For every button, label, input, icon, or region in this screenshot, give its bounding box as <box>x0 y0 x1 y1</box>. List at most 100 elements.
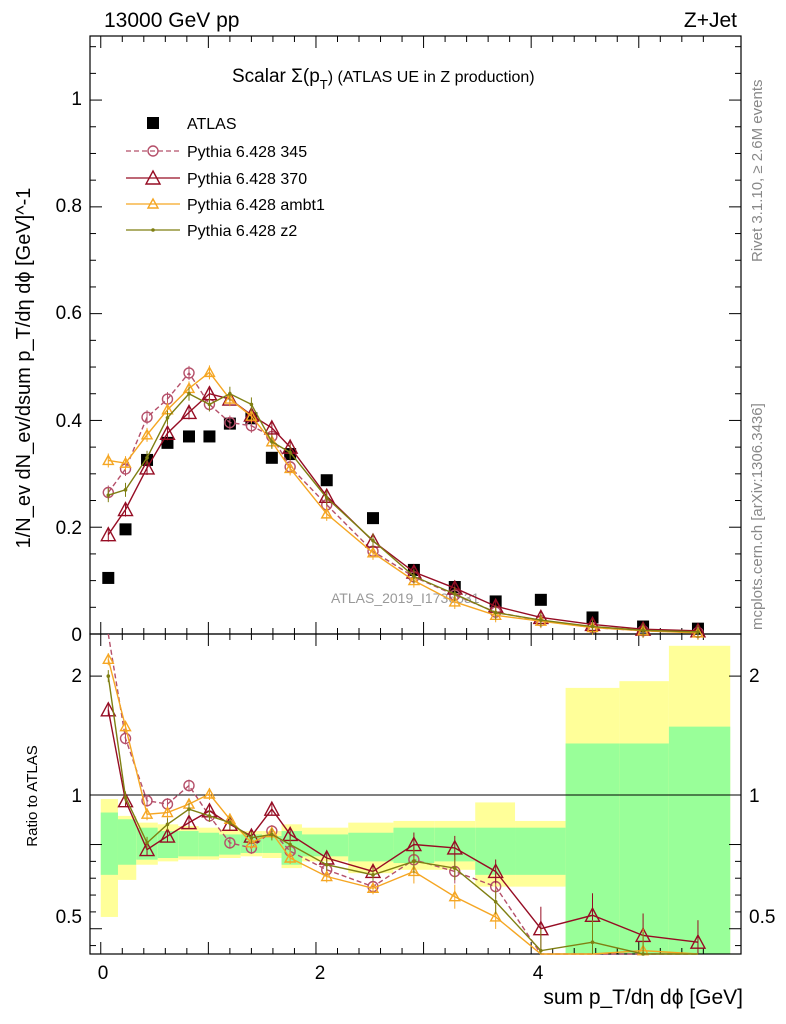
ratio-point-4-15 <box>539 948 543 953</box>
ratio-point-3-9 <box>283 851 297 863</box>
legend-label-370: Pythia 6.428 370 <box>187 171 307 188</box>
stat-band-4 <box>178 831 199 857</box>
main-point-4-6 <box>228 391 232 396</box>
main-point-4-4 <box>187 391 191 396</box>
ratio-ytick-left-2: 2 <box>71 666 82 687</box>
ratio-point-1-6 <box>224 837 236 849</box>
main-point-3-9 <box>283 462 297 474</box>
main-series <box>100 365 707 640</box>
main-point-1-4 <box>183 367 195 379</box>
stat-band-0 <box>100 812 118 875</box>
main-point-4-17 <box>641 628 645 633</box>
atlas-point-15 <box>534 593 547 606</box>
ratio-point-4-3 <box>165 822 170 827</box>
ratio-point-2-14 <box>487 862 504 879</box>
ratio-point-3-13 <box>448 890 461 902</box>
xtick-2: 4 <box>533 963 544 984</box>
legend-marker-370 <box>144 169 162 185</box>
legend-label-atlas: ATLAS <box>187 116 237 133</box>
legend-marker-345 <box>147 145 159 157</box>
ratio-point-2-13 <box>446 839 463 855</box>
stat-band-1 <box>117 819 137 865</box>
ratio-point-1-4 <box>183 779 195 792</box>
ratio-point-1-2 <box>141 795 153 807</box>
chart-title-rest: ) (ATLAS UE in Z production) <box>328 69 535 86</box>
ratio-point-4-13 <box>452 866 457 870</box>
rivet-label: Rivet 3.1.10, ≥ 2.6M events <box>749 80 766 263</box>
main-point-4-9 <box>288 450 292 455</box>
ratio-ytick-right-0: 0.5 <box>749 907 775 928</box>
header-right: Z+Jet <box>684 9 737 32</box>
stat-band-15 <box>515 827 566 875</box>
ratio-point-3-10 <box>320 870 333 882</box>
ratio-point-3-1 <box>119 720 132 732</box>
ratio-point-4-16 <box>590 940 595 945</box>
legend-label-345: Pythia 6.428 345 <box>187 144 307 161</box>
main-point-4-3 <box>165 415 170 420</box>
ratio-point-4-7 <box>249 835 254 840</box>
header-left: 13000 GeV pp <box>104 9 239 32</box>
stat-band-17 <box>619 743 669 954</box>
main-point-3-12 <box>407 574 421 586</box>
main-point-3-11 <box>366 546 380 558</box>
ratio-point-3-14 <box>489 910 502 922</box>
ratio-ytick-right-2: 2 <box>749 666 760 687</box>
mcplots-label: mcplots.cern.ch [arXiv:1306.3436] <box>749 403 766 630</box>
main-point-1-6 <box>224 416 236 429</box>
y-axis-label: 1/N_ev dN_ev/dsum p_T/dη dϕ [GeV]^-1 <box>13 188 35 549</box>
main-point-3-1 <box>119 456 132 468</box>
xtick-1: 2 <box>315 963 326 984</box>
xtick-0: 0 <box>98 963 109 984</box>
ratio-point-4-0 <box>106 674 111 678</box>
atlas-point-0 <box>102 571 115 584</box>
main-point-3-2 <box>140 428 154 440</box>
ratio-ytick-left-0: 0.5 <box>56 907 82 928</box>
ratio-point-2-0 <box>100 701 117 717</box>
ratio-y-tick-labels: 0.5 1 2 0.5 1 2 <box>56 666 776 928</box>
legend-marker-atlas <box>147 117 159 129</box>
chart-title: Scalar Σ(pT) (ATLAS UE in Z production) <box>232 66 535 92</box>
ratio-point-4-8 <box>270 832 274 837</box>
ratio-point-3-12 <box>407 865 421 877</box>
main-point-4-10 <box>324 496 329 500</box>
main-point-2-1 <box>117 501 134 517</box>
ratio-ytick-right-1: 1 <box>749 786 760 807</box>
main-point-4-16 <box>590 624 595 629</box>
ratio-point-4-10 <box>324 862 329 867</box>
ratio-point-2-8 <box>263 800 281 816</box>
x-tick-labels: 0 2 4 <box>98 963 544 984</box>
chart-title-main: Scalar Σ(p <box>232 66 320 87</box>
main-point-3-7 <box>245 409 258 421</box>
main-point-3-6 <box>223 392 237 404</box>
main-point-4-14 <box>493 610 498 615</box>
ratio-point-3-11 <box>366 881 380 894</box>
main-point-1-3 <box>161 393 174 405</box>
ratio-point-2-4 <box>180 814 198 830</box>
ratio-point-2-1 <box>117 792 134 808</box>
legend-label-ambt1: Pythia 6.428 ambt1 <box>187 197 325 214</box>
ratio-ytick-left-1: 1 <box>71 786 82 807</box>
atlas-point-8 <box>265 451 278 464</box>
ratio-point-4-11 <box>371 873 375 877</box>
ratio-point-4-6 <box>228 820 232 825</box>
atlas-point-1 <box>119 523 132 536</box>
ratio-point-3-7 <box>245 836 258 848</box>
main-point-4-7 <box>249 402 254 407</box>
ratio-point-3-5 <box>203 787 216 799</box>
ratio-point-3-0 <box>102 652 115 664</box>
main-point-4-2 <box>145 456 149 460</box>
main-point-4-8 <box>270 439 274 444</box>
main-point-2-3 <box>159 424 176 440</box>
ratio-plot-frame <box>89 633 742 955</box>
ratio-point-3-2 <box>140 807 154 819</box>
main-point-2-4 <box>180 403 198 420</box>
main-ytick-4: 0.8 <box>56 196 82 217</box>
ratio-point-4-17 <box>641 952 645 956</box>
main-point-4-0 <box>106 493 111 497</box>
main-point-1-2 <box>141 411 153 423</box>
main-y-tick-labels: 0 0.2 0.4 0.6 0.8 1 <box>56 89 83 646</box>
ratio-point-2-2 <box>138 841 156 857</box>
x-axis-label: sum p_T/dη dϕ [GeV] <box>543 986 743 1009</box>
main-point-3-5 <box>203 365 216 378</box>
